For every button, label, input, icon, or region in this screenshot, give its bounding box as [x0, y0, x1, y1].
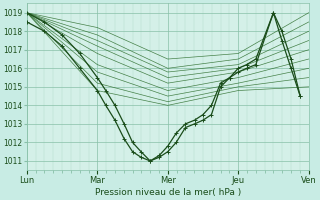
X-axis label: Pression niveau de la mer( hPa ): Pression niveau de la mer( hPa )	[95, 188, 241, 197]
